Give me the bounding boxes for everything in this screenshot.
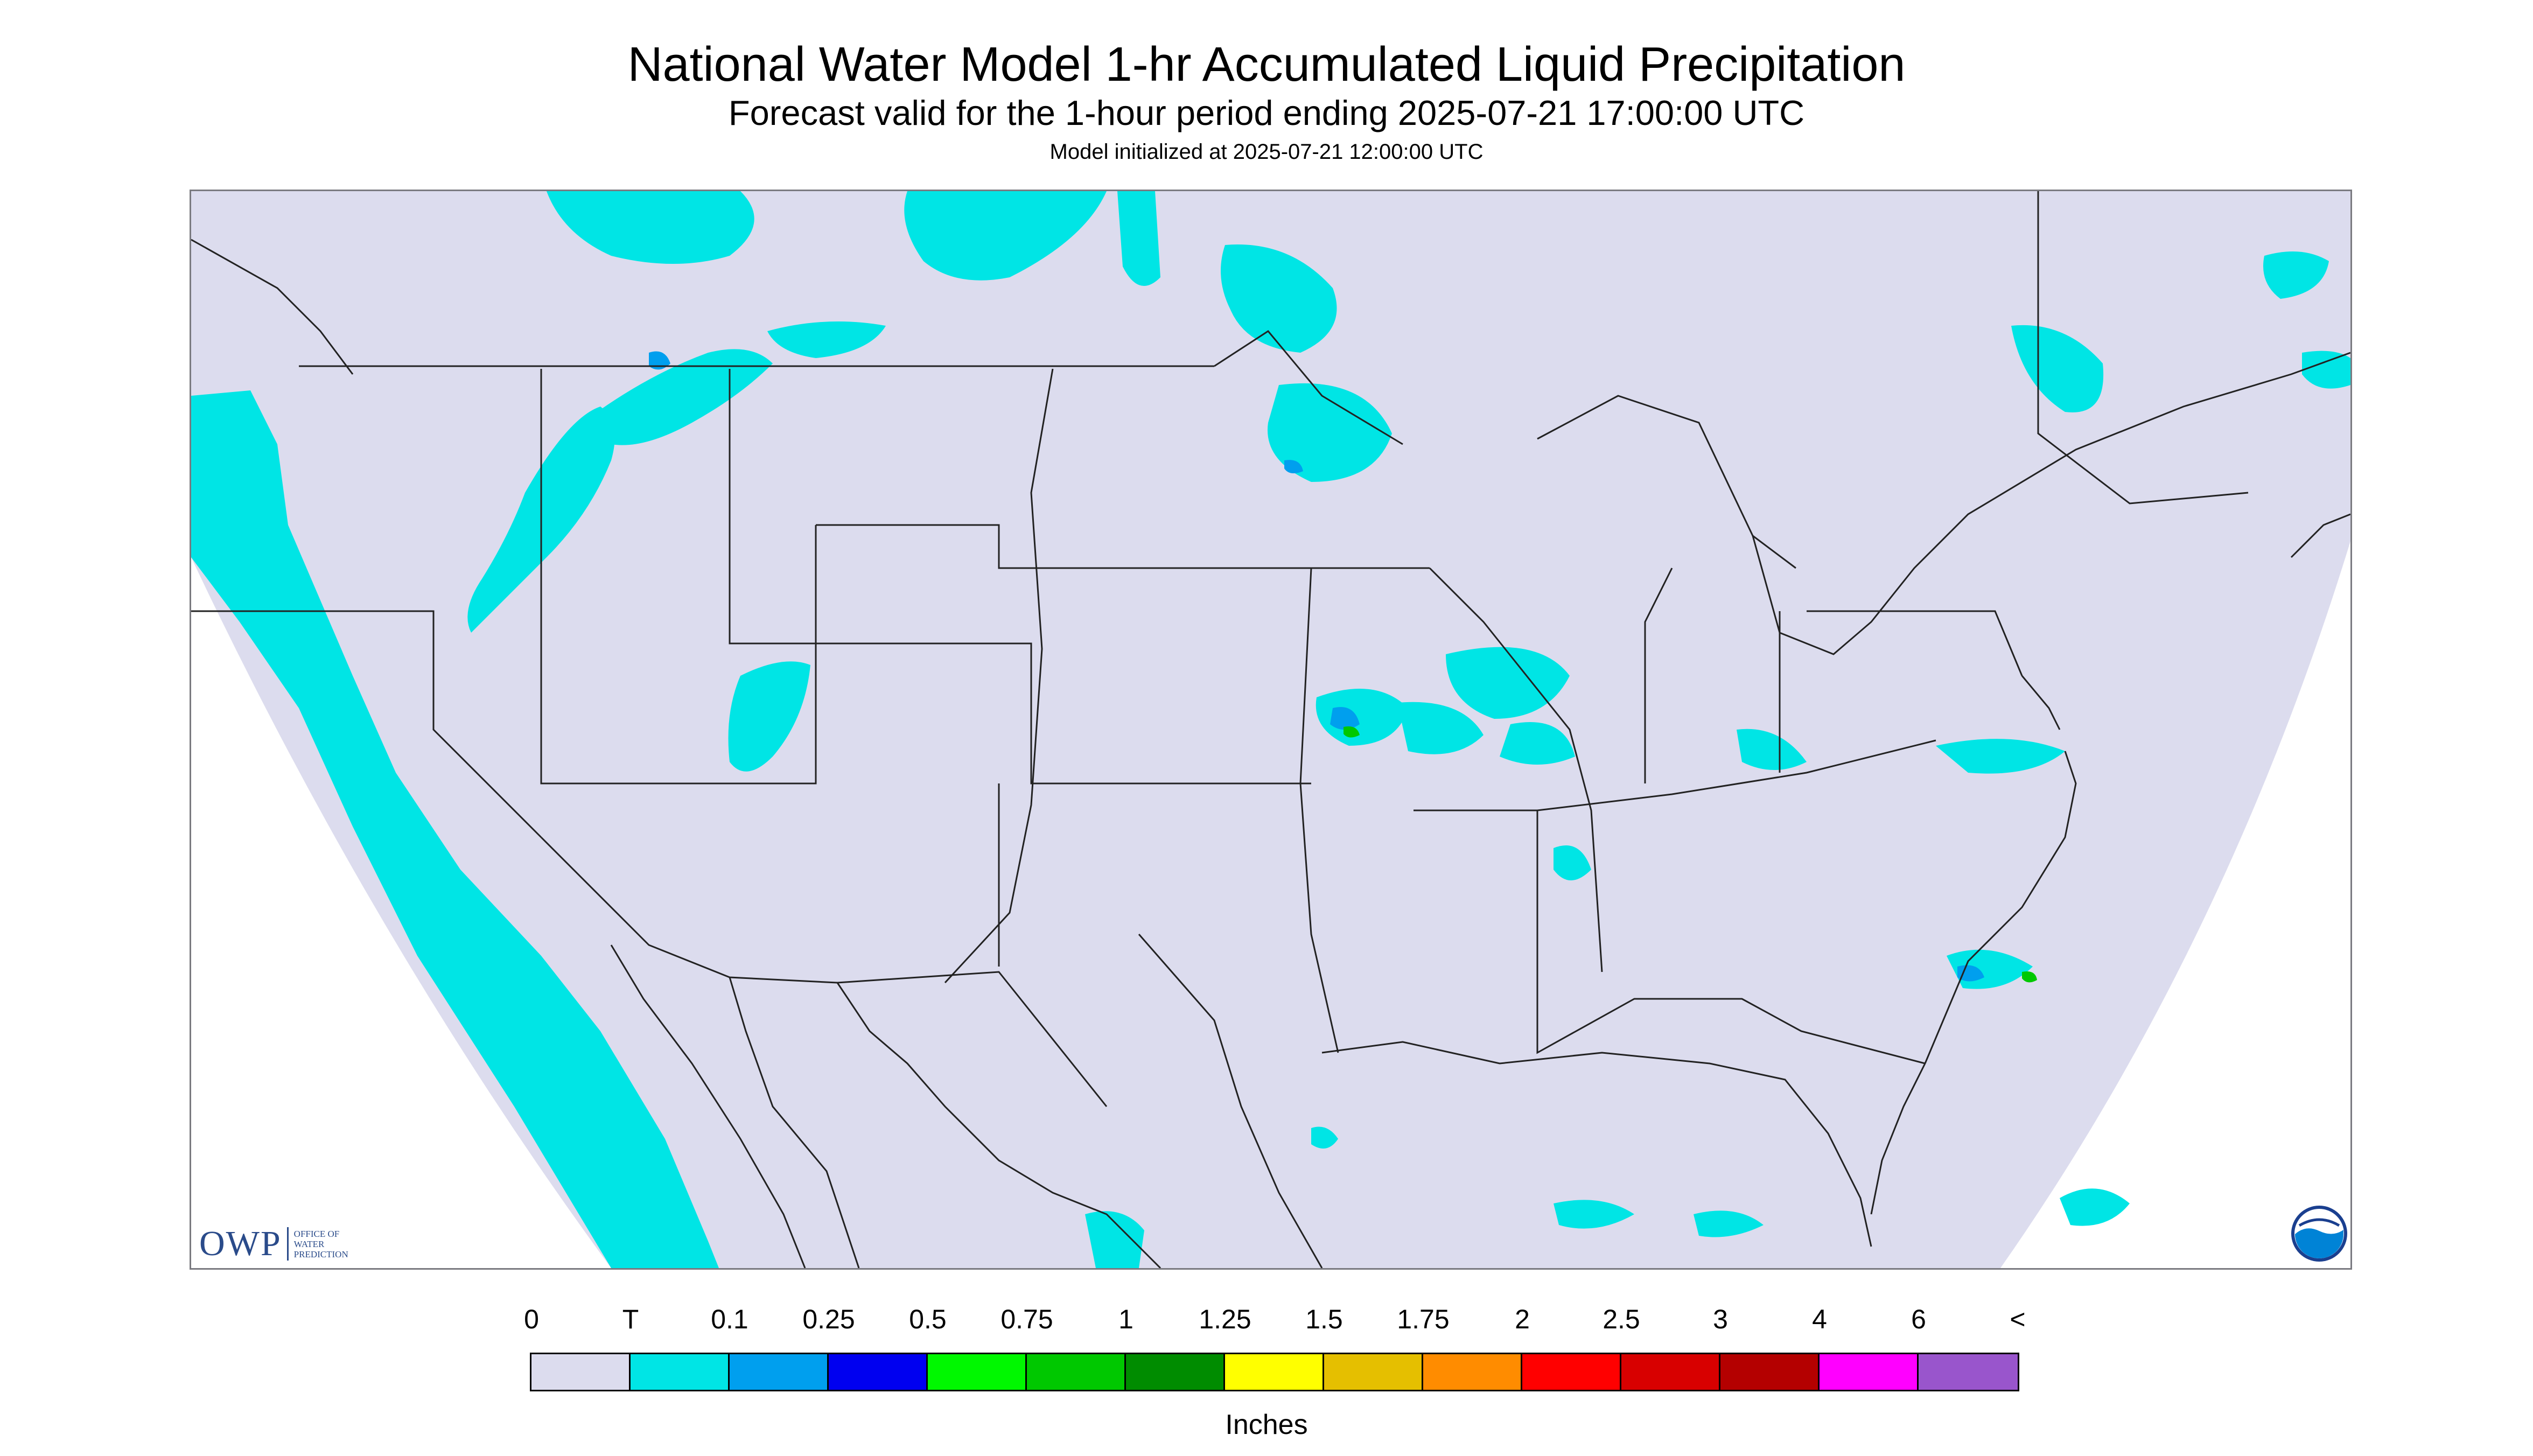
precipitation-map [190, 190, 2352, 1270]
legend-swatch [928, 1354, 1027, 1390]
legend-swatch [1225, 1354, 1324, 1390]
legend-swatch [1027, 1354, 1126, 1390]
legend-swatch [730, 1354, 829, 1390]
legend-label: 2 [1515, 1304, 1530, 1334]
precip-trace-areas [191, 191, 2350, 1268]
legend-label: 0.1 [711, 1304, 748, 1334]
legend-swatch [1820, 1354, 1919, 1390]
legend-swatch [1324, 1354, 1423, 1390]
precip-moderate-areas [1344, 726, 2037, 983]
legend-swatch [531, 1354, 631, 1390]
legend-label: 0.75 [1000, 1304, 1053, 1334]
legend-labels: 0 T 0.1 0.25 0.5 0.75 1 1.25 1.5 1.75 2 2.5 3 4 6 < [0, 1303, 2533, 1341]
map-subtitle: Forecast valid for the 1-hour period end… [728, 93, 1805, 132]
owp-logo-line1: OFFICE OF [293, 1228, 340, 1239]
owp-logo: OWP OFFICE OF WATER PREDICTION [199, 1222, 348, 1265]
legend-swatch [1126, 1354, 1225, 1390]
legend-label: 6 [1911, 1304, 1926, 1334]
owp-logo-divider [286, 1227, 289, 1261]
legend-label: 2.5 [1603, 1304, 1640, 1334]
legend-swatch [1720, 1354, 1820, 1390]
legend-swatch [631, 1354, 730, 1390]
owp-logo-text: OFFICE OF WATER PREDICTION [294, 1229, 348, 1259]
owp-logo-letters: OWP [199, 1224, 282, 1263]
legend-units: Inches [1225, 1409, 1308, 1440]
legend-label: T [622, 1304, 639, 1334]
legend-swatch [1522, 1354, 1621, 1390]
map-title: National Water Model 1-hr Accumulated Li… [627, 38, 1906, 92]
legend-label: 1 [1118, 1304, 1133, 1334]
legend-label: 3 [1713, 1304, 1728, 1334]
legend-label: 0.5 [909, 1304, 947, 1334]
legend-swatch [1621, 1354, 1720, 1390]
map-domain [191, 191, 2350, 1268]
legend-label: 1.75 [1397, 1304, 1450, 1334]
legend-label: 4 [1812, 1304, 1827, 1334]
noaa-logo [2290, 1204, 2349, 1266]
legend-swatch [829, 1354, 928, 1390]
model-init-time: Model initialized at 2025-07-21 12:00:00… [1049, 140, 1484, 164]
precip-color-legend [530, 1353, 2019, 1391]
legend-swatch [1423, 1354, 1522, 1390]
legend-label: 1.25 [1199, 1304, 1251, 1334]
state-borders [191, 191, 2350, 1268]
owp-logo-line2: WATER [293, 1238, 325, 1249]
noaa-logo-emblem [2291, 1206, 2347, 1262]
legend-swatch [1919, 1354, 2018, 1390]
legend-label: 0 [524, 1304, 539, 1334]
legend-label: 0.25 [802, 1304, 855, 1334]
map-canvas [191, 191, 2350, 1268]
legend-label: < [2010, 1304, 2026, 1334]
legend-label: 1.5 [1305, 1304, 1343, 1334]
owp-logo-line3: PREDICTION [293, 1249, 348, 1259]
